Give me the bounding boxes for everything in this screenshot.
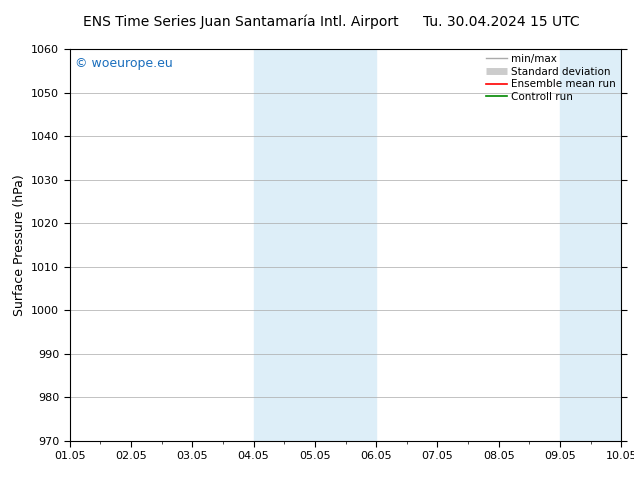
Bar: [560, 49, 621, 441]
Y-axis label: Surface Pressure (hPa): Surface Pressure (hPa): [13, 174, 25, 316]
Bar: [315, 49, 376, 441]
Text: ENS Time Series Juan Santamaría Intl. Airport: ENS Time Series Juan Santamaría Intl. Ai…: [83, 15, 399, 29]
Bar: [254, 49, 315, 441]
Legend: min/max, Standard deviation, Ensemble mean run, Controll run: min/max, Standard deviation, Ensemble me…: [484, 52, 618, 104]
Text: © woeurope.eu: © woeurope.eu: [75, 57, 173, 70]
Text: Tu. 30.04.2024 15 UTC: Tu. 30.04.2024 15 UTC: [422, 15, 579, 29]
